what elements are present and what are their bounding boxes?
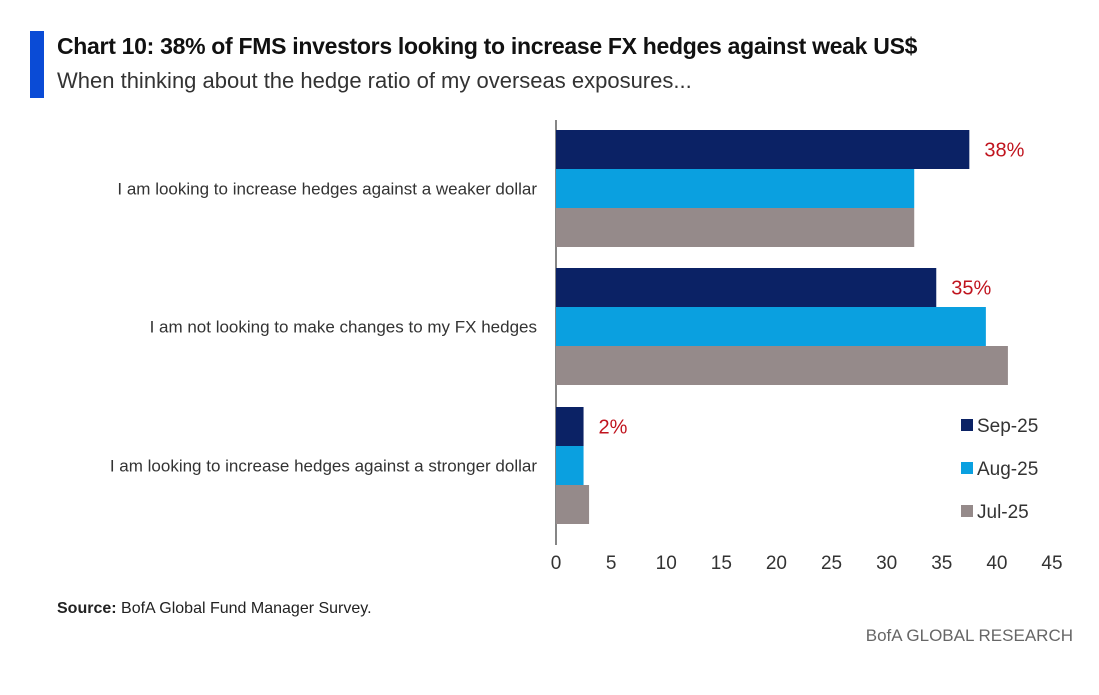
legend-label-sep-25: Sep-25	[977, 416, 1038, 437]
x-tick-label-40: 40	[986, 553, 1007, 574]
x-tick-label-20: 20	[766, 553, 787, 574]
bar-jul-25-1	[556, 208, 915, 247]
legend-swatch-aug-25	[961, 462, 973, 474]
legend-swatch-jul-25	[961, 505, 973, 517]
legend-swatch-sep-25	[961, 419, 973, 431]
source-text: BofA Global Fund Manager Survey.	[121, 600, 372, 617]
legend-label-jul-25: Jul-25	[977, 502, 1029, 523]
bar-aug-25-2	[556, 307, 986, 346]
x-tick-label-15: 15	[711, 553, 732, 574]
x-tick-label-45: 45	[1041, 553, 1062, 574]
bar-aug-25-3	[556, 446, 584, 485]
data-label-sep-25-3: 2%	[599, 417, 628, 439]
chart-subtitle: When thinking about the hedge ratio of m…	[57, 68, 692, 93]
x-tick-label-25: 25	[821, 553, 842, 574]
legend-label-aug-25: Aug-25	[977, 459, 1038, 480]
category-label-3: I am looking to increase hedges against …	[110, 457, 537, 476]
source-label: Source:	[57, 600, 117, 617]
data-label-sep-25-2: 35%	[951, 278, 991, 300]
category-label-2: I am not looking to make changes to my F…	[150, 318, 537, 337]
x-tick-label-30: 30	[876, 553, 897, 574]
x-tick-label-35: 35	[931, 553, 952, 574]
bar-sep-25-1	[556, 130, 970, 169]
bar-sep-25-3	[556, 407, 584, 446]
title-accent-bar	[30, 31, 44, 98]
chart-title: Chart 10: 38% of FMS investors looking t…	[57, 33, 918, 59]
bar-sep-25-2	[556, 268, 937, 307]
x-tick-label-0: 0	[551, 553, 562, 574]
x-tick-label-5: 5	[606, 553, 617, 574]
bar-aug-25-1	[556, 169, 915, 208]
bar-jul-25-3	[556, 485, 590, 524]
data-label-sep-25-1: 38%	[984, 140, 1024, 162]
x-tick-label-10: 10	[656, 553, 677, 574]
bar-jul-25-2	[556, 346, 1008, 385]
category-label-1: I am looking to increase hedges against …	[117, 180, 537, 199]
brand-footer: BofA GLOBAL RESEARCH	[865, 626, 1073, 645]
source-note: Source: BofA Global Fund Manager Survey.	[57, 600, 372, 618]
